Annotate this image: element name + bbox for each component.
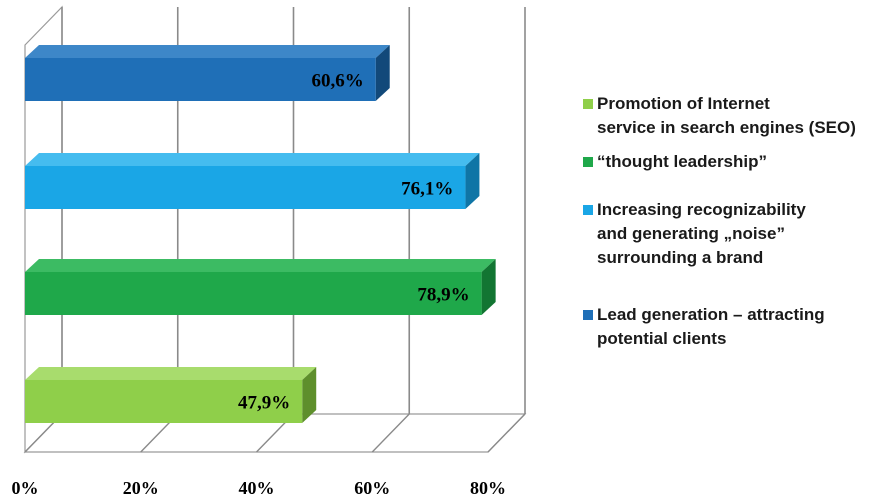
bar-top-3 bbox=[25, 367, 317, 380]
legend-label-seo: Promotion of Internet service in search … bbox=[597, 94, 856, 137]
legend-item-seo: Promotion of Internet service in search … bbox=[583, 92, 883, 150]
bar-side-0 bbox=[375, 45, 390, 101]
x-tick-label-40: 40% bbox=[239, 478, 275, 498]
bars: 60,6% 76,1% 78,9% 47,9% bbox=[25, 45, 496, 423]
x-axis-tick-labels: 0% 20% 40% 60% 80% bbox=[12, 478, 507, 498]
legend: Promotion of Internet service in search … bbox=[583, 92, 883, 351]
floor-gridline-80 bbox=[487, 413, 526, 453]
bar-value-label-2: 78,9% bbox=[417, 285, 469, 306]
bar-top-0 bbox=[25, 45, 390, 58]
legend-item-lead-generation: Lead generation – attracting potential c… bbox=[583, 303, 883, 351]
legend-swatch-seo bbox=[583, 99, 593, 109]
bar-value-label-1: 76,1% bbox=[401, 179, 453, 200]
bar-side-2 bbox=[481, 259, 496, 315]
bar-group-1: 76,1% bbox=[25, 153, 480, 209]
legend-swatch-recognizability bbox=[583, 205, 593, 215]
legend-item-recognizability: Increasing recognizability and generatin… bbox=[583, 198, 883, 303]
legend-label-thought-leadership: “thought leadership” bbox=[597, 152, 767, 171]
bar-top-1 bbox=[25, 153, 480, 166]
bar-side-1 bbox=[465, 153, 480, 209]
bar-1 bbox=[25, 166, 466, 209]
bar-0 bbox=[25, 58, 376, 101]
legend-swatch-lead-generation bbox=[583, 310, 593, 320]
bar-group-2: 78,9% bbox=[25, 259, 496, 315]
bar-group-3: 47,9% bbox=[25, 367, 317, 423]
bar-value-label-0: 60,6% bbox=[311, 71, 363, 92]
legend-label-recognizability: Increasing recognizability and generatin… bbox=[597, 200, 806, 267]
x-tick-label-60: 60% bbox=[354, 478, 390, 498]
bar-3 bbox=[25, 380, 303, 423]
legend-label-lead-generation: Lead generation – attracting potential c… bbox=[597, 305, 825, 348]
floor-gridline-60 bbox=[371, 413, 410, 453]
legend-swatch-thought-leadership bbox=[583, 157, 593, 167]
bar-side-3 bbox=[302, 367, 317, 423]
bar-top-2 bbox=[25, 259, 496, 272]
bar-group-0: 60,6% bbox=[25, 45, 390, 101]
bar-value-label-3: 47,9% bbox=[238, 393, 290, 414]
x-tick-label-0: 0% bbox=[12, 478, 39, 498]
bar-2 bbox=[25, 272, 482, 315]
x-tick-label-20: 20% bbox=[123, 478, 159, 498]
x-tick-label-80: 80% bbox=[470, 478, 506, 498]
legend-item-thought-leadership: “thought leadership” bbox=[583, 150, 883, 198]
